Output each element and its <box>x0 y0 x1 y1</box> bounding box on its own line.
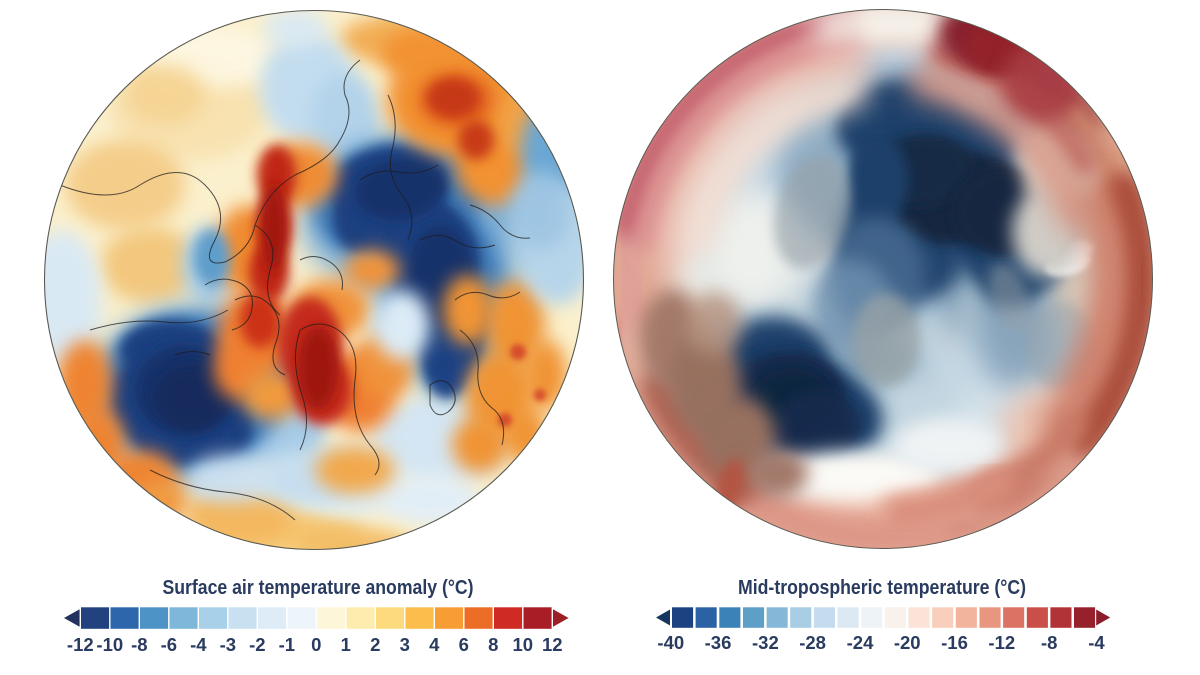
svg-text:-10: -10 <box>96 634 123 655</box>
svg-text:-3: -3 <box>220 634 236 655</box>
svg-text:8: 8 <box>488 634 498 655</box>
svg-text:-8: -8 <box>1041 632 1057 653</box>
svg-text:-36: -36 <box>705 632 732 653</box>
svg-text:-2: -2 <box>249 634 265 655</box>
svg-text:-12: -12 <box>67 634 94 655</box>
svg-text:-4: -4 <box>1088 632 1105 653</box>
svg-text:-28: -28 <box>799 632 826 653</box>
svg-text:-8: -8 <box>131 634 147 655</box>
svg-text:-24: -24 <box>847 632 874 653</box>
svg-text:-1: -1 <box>279 634 295 655</box>
svg-text:12: 12 <box>542 634 563 655</box>
svg-text:10: 10 <box>513 634 534 655</box>
svg-text:-16: -16 <box>941 632 968 653</box>
svg-text:-40: -40 <box>657 632 684 653</box>
svg-text:-4: -4 <box>190 634 207 655</box>
svg-text:-12: -12 <box>988 632 1015 653</box>
svg-text:Mid-tropospheric temperature (: Mid-tropospheric temperature (°C) <box>738 577 1026 599</box>
svg-text:1: 1 <box>341 634 351 655</box>
svg-text:3: 3 <box>400 634 410 655</box>
svg-text:6: 6 <box>459 634 469 655</box>
svg-text:-32: -32 <box>752 632 779 653</box>
svg-text:0: 0 <box>311 634 321 655</box>
svg-text:-20: -20 <box>894 632 921 653</box>
svg-text:4: 4 <box>429 634 440 655</box>
svg-text:2: 2 <box>370 634 380 655</box>
svg-text:-6: -6 <box>161 634 177 655</box>
svg-text:Surface air temperature anomal: Surface air temperature anomaly (°C) <box>163 577 474 599</box>
